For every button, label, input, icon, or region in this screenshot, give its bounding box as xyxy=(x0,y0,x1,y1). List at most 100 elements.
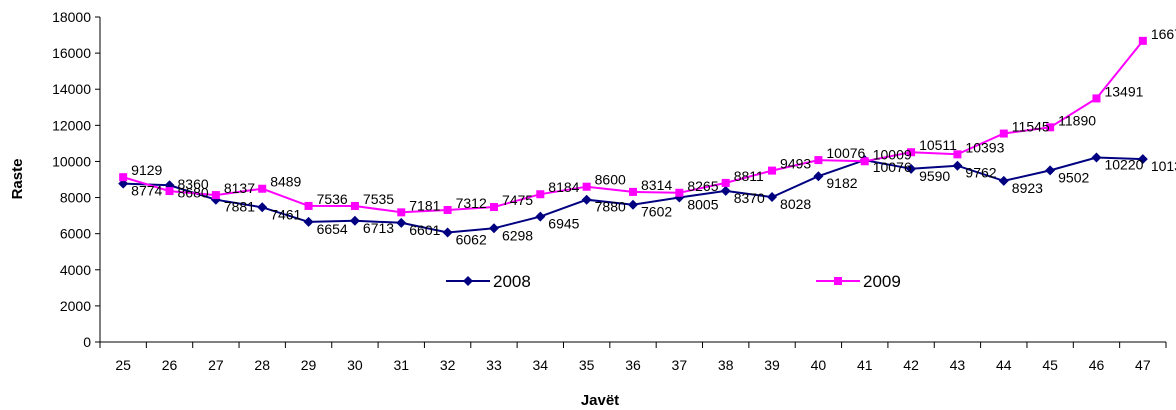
data-point-2009 xyxy=(907,148,916,157)
data-point-2009 xyxy=(953,150,962,159)
x-tick-label: 44 xyxy=(996,357,1012,373)
data-point-2009 xyxy=(350,201,359,210)
data-label-2009: 7536 xyxy=(317,191,348,207)
data-label-2009: 9493 xyxy=(780,156,811,172)
data-point-2009 xyxy=(165,187,174,196)
data-point-2009 xyxy=(999,129,1008,138)
data-label-2008: 9590 xyxy=(919,168,950,184)
legend-marker-2008 xyxy=(463,276,473,286)
x-tick-label: 42 xyxy=(903,357,919,373)
data-label-2009: 8600 xyxy=(595,172,626,188)
x-tick-label: 32 xyxy=(440,357,456,373)
data-point-2009 xyxy=(397,208,406,217)
y-tick-label: 18000 xyxy=(52,9,91,25)
x-tick-label: 35 xyxy=(579,357,595,373)
data-point-2009 xyxy=(582,182,591,191)
data-label-2008: 7881 xyxy=(224,199,255,215)
y-tick-label: 14000 xyxy=(52,81,91,97)
x-axis-title: Javët xyxy=(581,392,619,409)
data-point-2009 xyxy=(629,187,637,196)
y-tick-label: 8000 xyxy=(60,190,91,206)
x-tick-label: 33 xyxy=(486,357,502,373)
data-label-2008: 8370 xyxy=(734,190,765,206)
data-point-2009 xyxy=(1138,36,1147,45)
data-label-2008: 9502 xyxy=(1058,169,1089,185)
data-point-2009 xyxy=(721,178,730,187)
data-label-2009: 9129 xyxy=(131,162,162,178)
data-point-2009 xyxy=(489,203,498,212)
data-point-2008 xyxy=(720,185,731,196)
data-point-2008 xyxy=(303,216,314,227)
x-tick-label: 47 xyxy=(1135,357,1151,373)
x-tick-label: 46 xyxy=(1089,357,1105,373)
data-point-2008 xyxy=(581,194,592,205)
x-tick-label: 38 xyxy=(718,357,734,373)
data-point-2008 xyxy=(349,215,360,226)
data-label-2008: 10220 xyxy=(1104,156,1143,172)
data-point-2009 xyxy=(814,156,823,165)
y-axis: 0 2000 4000 6000 8000 10000 12000 14000 16000 180… xyxy=(52,9,101,350)
data-point-2009 xyxy=(304,201,313,210)
y-tick-label: 10000 xyxy=(52,153,91,169)
data-label-2008: 9762 xyxy=(965,165,996,181)
y-axis-title: Raste xyxy=(9,159,26,200)
y-tick-label: 2000 xyxy=(60,298,91,314)
y-tick-label: 0 xyxy=(83,334,91,350)
data-point-2008 xyxy=(813,171,824,182)
data-label-2008: 6062 xyxy=(456,232,487,248)
data-label-2008: 7880 xyxy=(595,199,626,215)
data-label-2008: 8923 xyxy=(1012,180,1043,196)
series-layer xyxy=(118,36,1148,238)
x-tick-label: 28 xyxy=(254,357,270,373)
data-point-2008 xyxy=(488,223,499,234)
data-point-2009 xyxy=(258,184,267,193)
data-label-2009: 8360 xyxy=(178,176,209,192)
data-label-2008: 8774 xyxy=(131,183,162,199)
data-point-2009 xyxy=(768,166,777,175)
legend-marker-2009 xyxy=(834,277,842,285)
y-tick-label: 16000 xyxy=(52,45,91,61)
x-tick-label: 36 xyxy=(625,357,641,373)
data-point-2008 xyxy=(952,160,963,171)
data-label-2008: 7461 xyxy=(270,206,301,222)
data-label-2008: 6713 xyxy=(363,220,394,236)
data-label-2009: 8184 xyxy=(548,179,579,195)
legend-label-2009: 2009 xyxy=(863,272,901,291)
data-label-2009: 7475 xyxy=(502,192,533,208)
data-label-2008: 8005 xyxy=(687,196,718,212)
data-label-2009: 8265 xyxy=(687,178,718,194)
x-tick-label: 25 xyxy=(115,357,131,373)
x-tick-label: 39 xyxy=(764,357,780,373)
data-label-2009: 10511 xyxy=(919,137,957,153)
data-point-2008 xyxy=(767,192,778,203)
data-label-2009: 8314 xyxy=(641,177,672,193)
x-tick-label: 40 xyxy=(811,357,827,373)
x-tick-label: 41 xyxy=(857,357,873,373)
data-point-2008 xyxy=(1137,154,1148,165)
data-label-2009: 11545 xyxy=(1012,119,1050,135)
data-label-2009: 8137 xyxy=(224,180,255,196)
data-label-2009: 7312 xyxy=(456,195,487,211)
data-point-2008 xyxy=(396,217,407,228)
x-tick-label: 34 xyxy=(533,357,549,373)
data-label-2009: 11890 xyxy=(1058,112,1096,128)
data-label-2009: 7535 xyxy=(363,191,394,207)
data-point-2008 xyxy=(906,163,917,174)
data-label-2008: 6945 xyxy=(548,216,579,232)
data-label-2009: 10009 xyxy=(873,146,912,162)
data-point-2009 xyxy=(211,191,220,200)
data-label-2008: 6601 xyxy=(409,222,440,238)
data-label-2008: 10130 xyxy=(1151,158,1176,174)
data-point-2008 xyxy=(535,211,546,222)
x-axis: 25 26 27 28 29 30 31 32 33 34 35 36 37 38 39 40 41 42 43 44… xyxy=(99,341,1167,373)
data-labels: 8774 8680 7881 7461 6654 6713 6601 6062 6298 6945… xyxy=(131,26,1176,248)
data-label-2008: 8028 xyxy=(780,196,811,212)
data-point-2009 xyxy=(119,173,128,182)
x-tick-label: 45 xyxy=(1042,357,1058,373)
data-label-2009: 10076 xyxy=(826,145,865,161)
data-label-2008: 6298 xyxy=(502,227,533,243)
data-point-2008 xyxy=(257,202,268,213)
data-point-2009 xyxy=(536,190,545,199)
data-label-2008: 9182 xyxy=(826,175,857,191)
